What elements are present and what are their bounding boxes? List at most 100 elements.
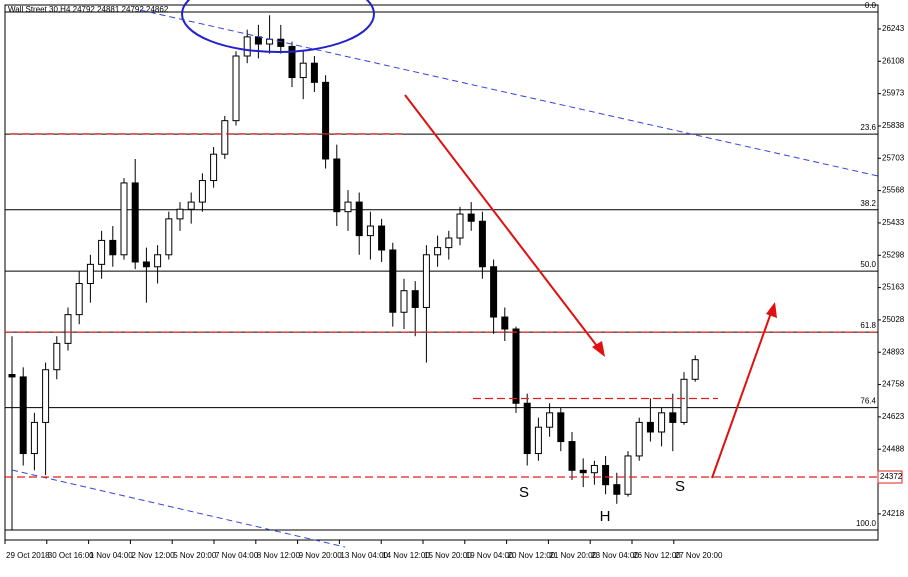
- candle-body: [613, 484, 621, 495]
- candle-body: [198, 180, 206, 203]
- y-tick-label: 25838: [882, 121, 905, 130]
- x-tick-label: 1 Nov 04:00: [90, 551, 134, 560]
- candle-body: [288, 45, 296, 79]
- candle-body: [322, 81, 330, 160]
- candle-body: [366, 225, 374, 237]
- candle-body: [579, 469, 587, 474]
- price-box: [877, 470, 903, 484]
- x-tick-label: 19 Nov 04:00: [466, 551, 514, 560]
- candle-body: [221, 120, 229, 155]
- y-tick-label: 25568: [882, 186, 905, 195]
- x-tick-label: 5 Nov 20:00: [173, 551, 217, 560]
- candle-body: [355, 201, 363, 237]
- x-tick-label: 15 Nov 20:00: [424, 551, 472, 560]
- arrow-head: [766, 302, 777, 318]
- x-tick-label: 21 Nov 20:00: [549, 551, 597, 560]
- fib-group: 0.0 23.6 38.2 50.0 61.8 76.4 100.0: [5, 1, 878, 531]
- candle-body: [310, 62, 318, 83]
- candle-body: [478, 220, 486, 268]
- price-label: 24372: [880, 472, 903, 481]
- y-tick-label: 25163: [882, 283, 905, 292]
- candle-body: [534, 426, 542, 455]
- arrow: [711, 309, 773, 479]
- candle-body: [602, 465, 610, 486]
- candle-body: [624, 455, 632, 495]
- y-tick-label: 25298: [882, 250, 905, 259]
- fib-label: 50.0: [860, 260, 876, 269]
- candle-body: [635, 421, 643, 457]
- x-tick-label: 9 Nov 20:00: [299, 551, 343, 560]
- y-tick-label: 24758: [882, 380, 905, 389]
- candle-body: [333, 158, 341, 213]
- candle-body: [109, 239, 117, 256]
- y-tick-label: 25973: [882, 89, 905, 98]
- fib-label: 76.4: [860, 397, 876, 406]
- candle-body: [512, 328, 520, 404]
- candle-body: [176, 208, 184, 220]
- y-tick-label: 24893: [882, 347, 905, 356]
- candle-body: [411, 290, 419, 308]
- pattern-label: S: [675, 478, 685, 495]
- candle-body: [232, 55, 240, 122]
- candle-body: [456, 213, 464, 239]
- candle-body: [299, 62, 307, 79]
- pattern-label: H: [600, 508, 611, 525]
- candle-body: [131, 182, 139, 263]
- candle-body: [243, 36, 251, 57]
- candle-body: [86, 263, 94, 285]
- fib-label: 61.8: [860, 321, 876, 330]
- x-tick-label: 23 Nov 04:00: [591, 551, 639, 560]
- plot-border: [4, 4, 879, 541]
- y-tick-label: 24488: [882, 444, 905, 453]
- candle-body: [142, 261, 150, 268]
- candle-body: [42, 369, 50, 423]
- candle-body: [658, 412, 666, 433]
- candle-body: [691, 359, 699, 380]
- candle-body: [378, 225, 386, 251]
- y-tick-label: 24218: [882, 509, 905, 518]
- candle-body: [187, 201, 195, 210]
- candle-body: [75, 283, 83, 316]
- y-tick-label: 25703: [882, 153, 905, 162]
- candle-body: [523, 402, 531, 455]
- fib-label: 100.0: [856, 519, 877, 528]
- y-tick-label: 26243: [882, 24, 905, 33]
- candle-body: [490, 266, 498, 318]
- chart-title: Wall Street 30,H4 24792 24881 24792 2486…: [8, 5, 169, 14]
- overlay: 24372 S H S: [5, 133, 903, 525]
- candle-body: [669, 412, 677, 423]
- candle-body: [165, 218, 173, 256]
- highlight-ellipse: [181, 0, 375, 53]
- candle-body: [30, 421, 38, 455]
- arrow-head: [592, 341, 605, 357]
- candle-body: [557, 412, 565, 443]
- fib-label: 23.6: [860, 123, 876, 132]
- candle-body: [445, 237, 453, 249]
- candle-body: [53, 342, 61, 371]
- y-tick-label: 25433: [882, 218, 905, 227]
- candles: [8, 15, 699, 531]
- candle-body: [344, 201, 352, 213]
- pattern-label: S: [519, 484, 529, 501]
- candle-body: [19, 376, 27, 455]
- candle-body: [434, 247, 442, 256]
- x-tick-label: 30 Oct 16:00: [48, 551, 94, 560]
- x-tick-label: 13 Nov 04:00: [340, 551, 388, 560]
- candle-body: [422, 254, 430, 308]
- trendline: [11, 469, 346, 548]
- candle-body: [210, 153, 218, 182]
- x-tick-label: 26 Nov 12:00: [633, 551, 681, 560]
- candle-body: [389, 249, 397, 313]
- trendline: [139, 9, 879, 177]
- candle-body: [590, 465, 598, 474]
- x-tick-label: 2 Nov 12:00: [131, 551, 175, 560]
- x-tick-label: 20 Nov 12:00: [508, 551, 556, 560]
- fib-label: 38.2: [860, 199, 876, 208]
- y-tick-label: 26108: [882, 56, 905, 65]
- candle-body: [400, 290, 408, 313]
- x-tick-label: 7 Nov 04:00: [215, 551, 259, 560]
- candle-body: [501, 316, 509, 330]
- x-tick-label: 14 Nov 12:00: [382, 551, 430, 560]
